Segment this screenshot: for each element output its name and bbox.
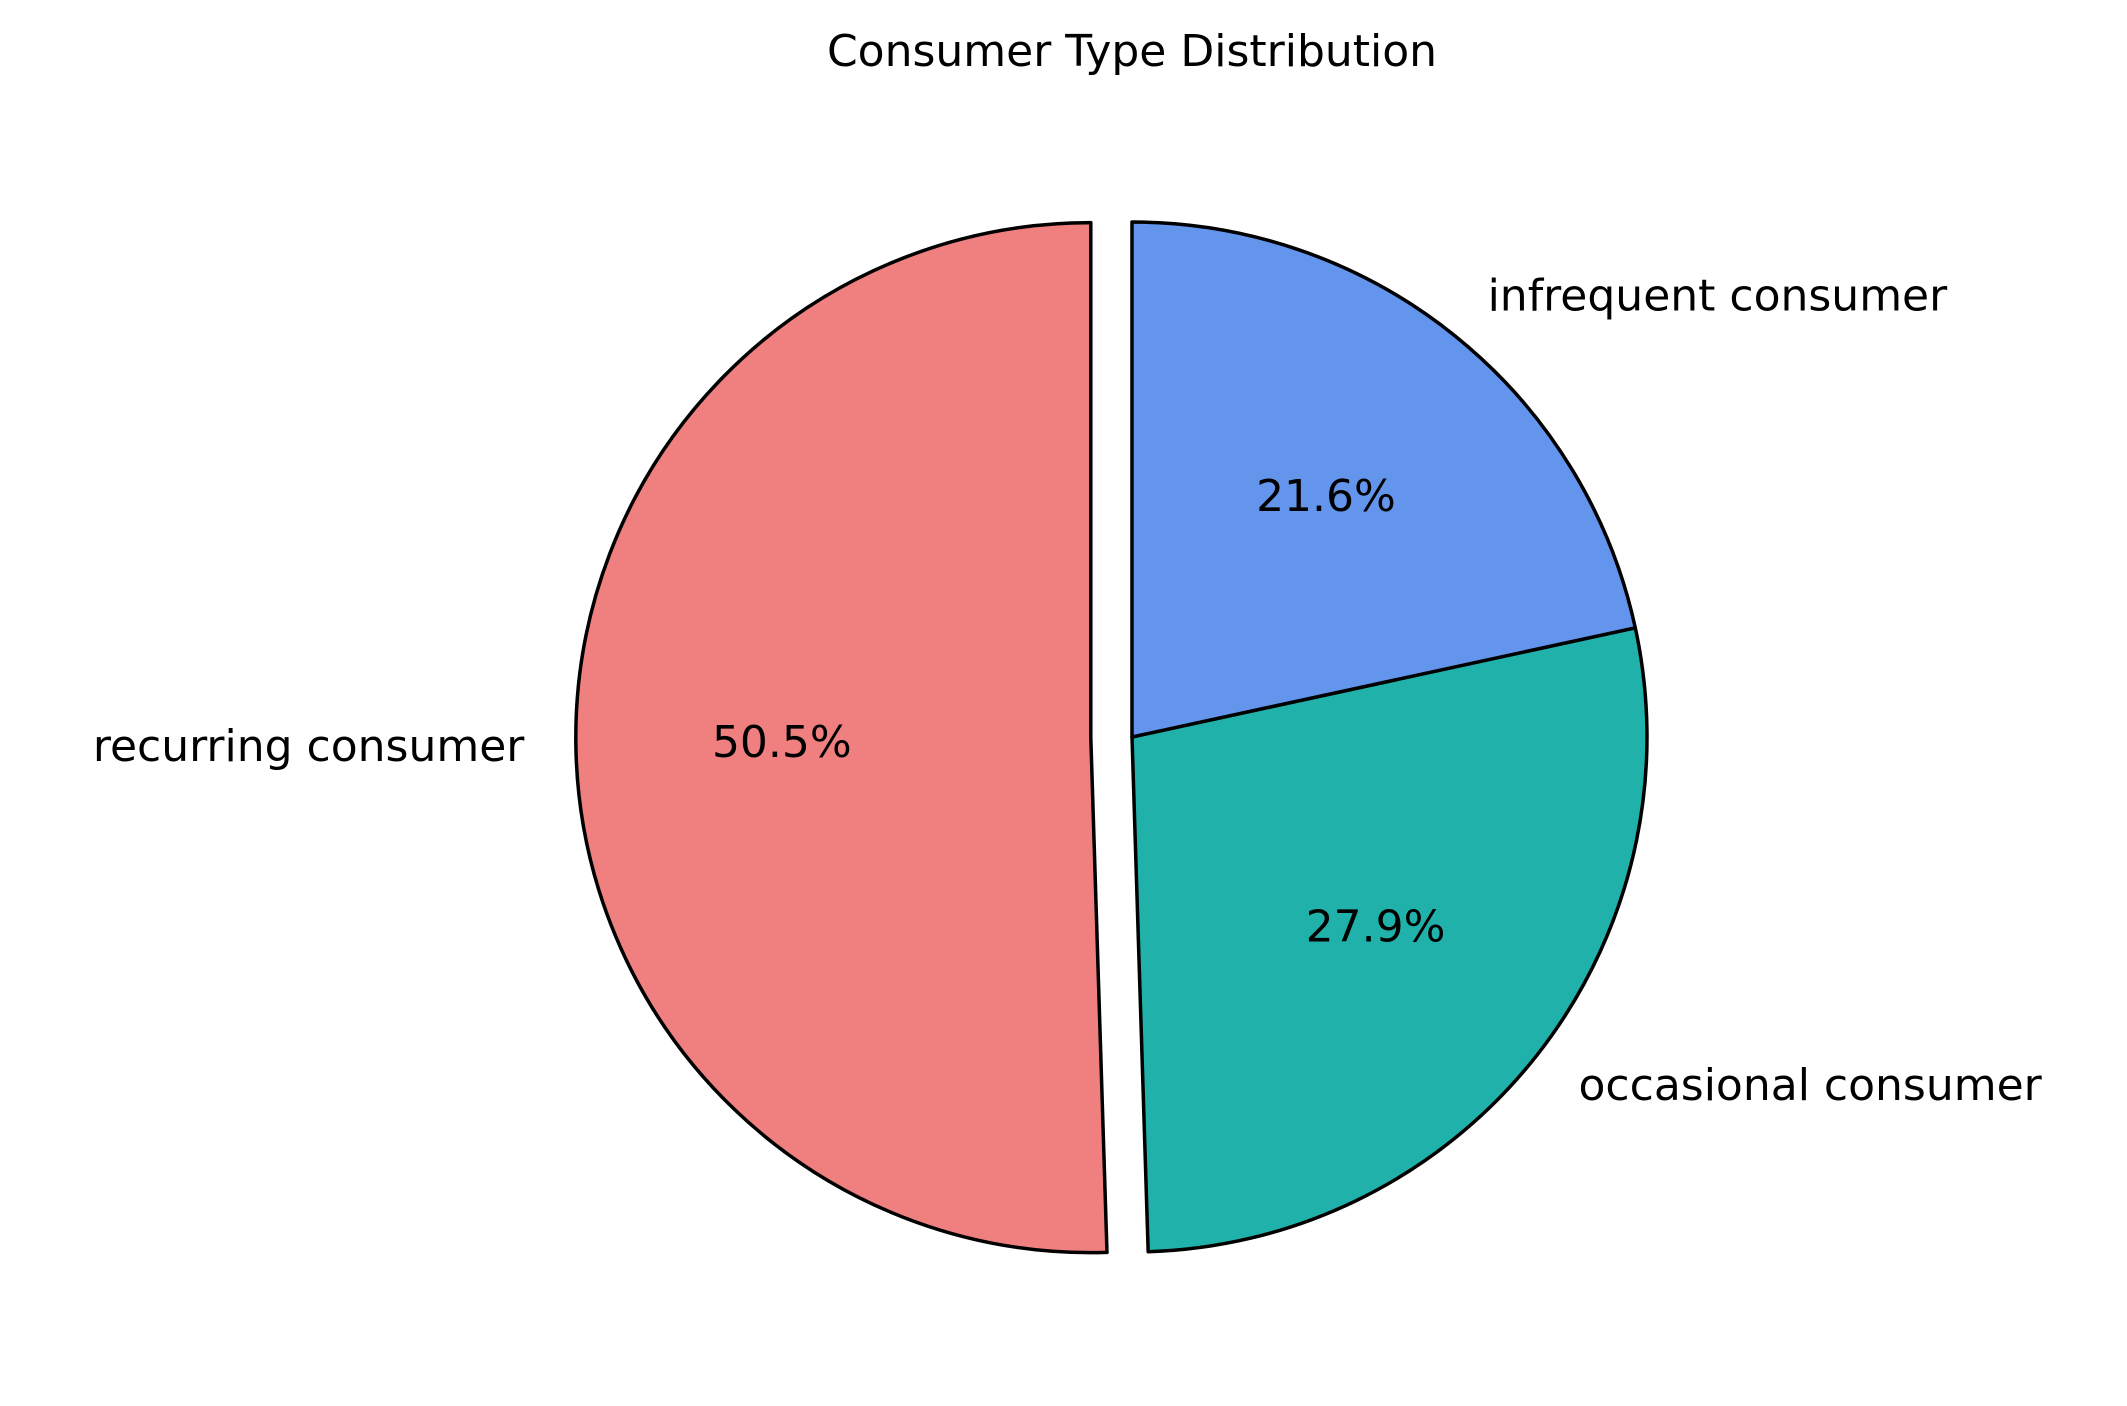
chart-title: Consumer Type Distribution	[827, 26, 1437, 77]
pie-slice-recurring-consumer	[573, 220, 1109, 1255]
pie-percent-label: 50.5%	[712, 717, 852, 768]
pie-percent-label: 21.6%	[1256, 471, 1396, 522]
pie-slice-occasional-consumer	[1130, 626, 1649, 1254]
pie-category-label: occasional consumer	[1579, 1060, 2043, 1111]
pie-category-label: recurring consumer	[93, 721, 525, 772]
pie-percent-label: 27.9%	[1306, 902, 1446, 953]
pie-slices	[573, 220, 1649, 1255]
pie-labels: 50.5% recurring consumer 27.9% occasional c…	[93, 271, 2043, 1112]
pie-slice-infrequent-consumer	[1130, 220, 1638, 739]
pie-category-label: infrequent consumer	[1488, 271, 1949, 322]
